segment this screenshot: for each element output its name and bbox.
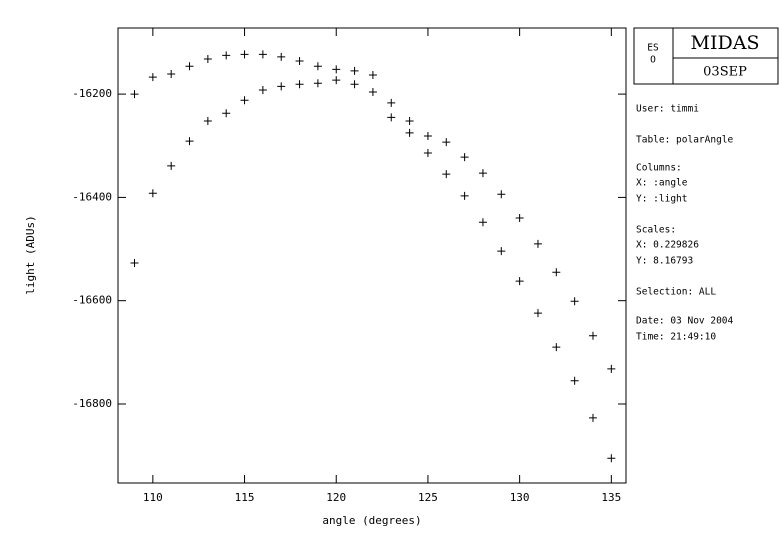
point-marker	[148, 189, 157, 198]
info-line: X: 0.229826	[636, 240, 699, 251]
point-marker	[277, 52, 286, 61]
info-line: Columns:	[636, 163, 682, 174]
point-marker	[148, 73, 157, 82]
point-marker	[497, 190, 506, 199]
info-line: Y: 8.16793	[636, 256, 693, 267]
point-marker	[332, 65, 341, 74]
x-tick-label: 125	[418, 491, 438, 504]
x-tick-label: 120	[326, 491, 346, 504]
point-marker	[295, 80, 304, 89]
y-tick-label: -16600	[72, 294, 112, 307]
point-marker	[607, 364, 616, 373]
point-marker	[460, 191, 469, 200]
info-line: Table: polarAngle	[636, 135, 734, 146]
point-marker	[222, 51, 231, 60]
y-tick-label: -16400	[72, 190, 112, 203]
point-marker	[368, 88, 377, 97]
point-marker	[350, 66, 359, 75]
point-marker	[423, 148, 432, 157]
date-code: 03SEP	[703, 65, 747, 80]
point-marker	[588, 331, 597, 340]
point-marker	[203, 116, 212, 125]
point-marker	[185, 137, 194, 146]
point-marker	[478, 218, 487, 227]
point-marker	[387, 98, 396, 107]
point-marker	[387, 113, 396, 122]
point-marker	[552, 343, 561, 352]
point-marker	[277, 82, 286, 91]
info-box	[633, 27, 779, 85]
plot-frame	[117, 27, 627, 484]
y-tick-label: -16200	[72, 87, 112, 100]
point-marker	[258, 50, 267, 59]
point-marker	[423, 131, 432, 140]
info-line: Date: 03 Nov 2004	[636, 316, 734, 327]
point-marker	[570, 297, 579, 306]
point-marker	[515, 277, 524, 286]
point-marker	[368, 70, 377, 79]
point-marker	[258, 85, 267, 94]
point-marker	[442, 170, 451, 179]
point-marker	[478, 169, 487, 178]
point-marker	[313, 62, 322, 71]
logo-text: ES	[647, 43, 659, 54]
point-marker	[222, 109, 231, 118]
midas-title: MIDAS	[691, 32, 760, 54]
point-marker	[515, 214, 524, 223]
point-marker	[588, 413, 597, 422]
x-tick-label: 135	[601, 491, 621, 504]
point-marker	[570, 376, 579, 385]
point-marker	[607, 454, 616, 463]
info-line: Time: 21:49:10	[636, 332, 716, 343]
point-marker	[295, 57, 304, 66]
point-marker	[185, 62, 194, 71]
point-marker	[350, 80, 359, 89]
point-marker	[460, 153, 469, 162]
x-tick-label: 115	[235, 491, 255, 504]
point-marker	[167, 161, 176, 170]
point-marker	[130, 90, 139, 99]
point-marker	[442, 138, 451, 147]
info-line: Scales:	[636, 225, 676, 236]
point-marker	[167, 69, 176, 78]
point-marker	[552, 268, 561, 277]
point-marker	[332, 76, 341, 85]
point-marker	[405, 116, 414, 125]
info-line: Y: :light	[636, 194, 687, 205]
point-marker	[405, 128, 414, 137]
x-axis-label: angle (degrees)	[322, 514, 421, 527]
info-line: User: timmi	[636, 104, 699, 115]
point-marker	[533, 239, 542, 248]
y-tick-label: -16800	[72, 397, 112, 410]
point-marker	[313, 79, 322, 88]
point-marker	[240, 50, 249, 59]
info-line: Selection: ALL	[636, 287, 716, 298]
x-tick-label: 110	[143, 491, 163, 504]
logo-text: O	[650, 55, 656, 66]
x-tick-label: 130	[510, 491, 530, 504]
point-marker	[240, 96, 249, 105]
point-marker	[497, 247, 506, 256]
point-marker	[203, 54, 212, 63]
point-marker	[533, 309, 542, 318]
info-line: X: :angle	[636, 178, 688, 189]
point-marker	[130, 258, 139, 267]
y-axis-label: light (ADUs)	[24, 215, 37, 294]
